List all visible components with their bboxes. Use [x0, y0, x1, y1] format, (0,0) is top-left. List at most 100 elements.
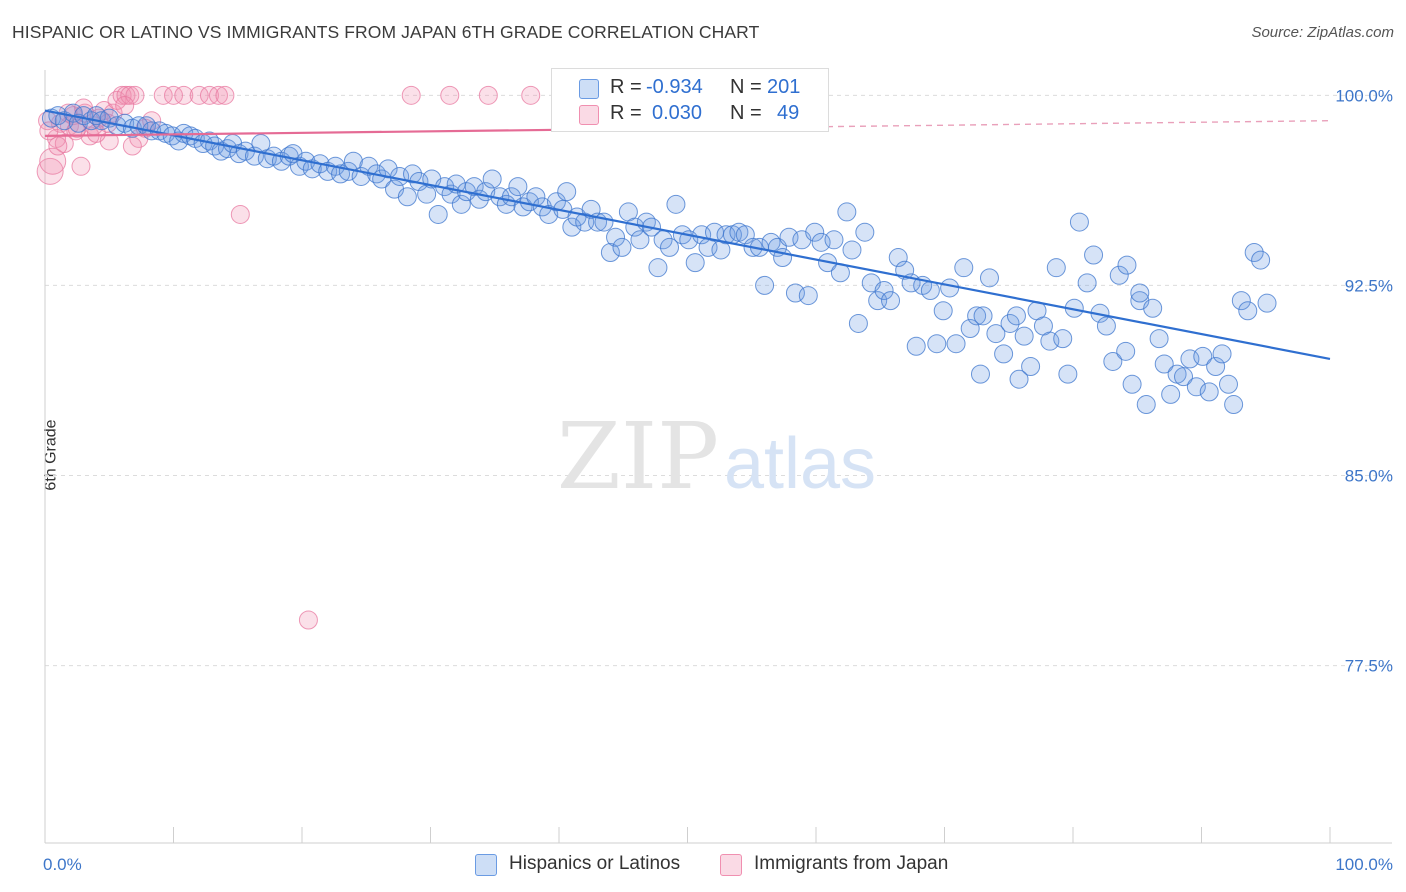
- n-value: 201: [767, 76, 801, 98]
- series-hispanics-or-latinos: [41, 103, 1277, 415]
- data-point-hispanic: [1257, 293, 1277, 313]
- data-point-hispanic: [920, 280, 940, 300]
- r-value: 0.030: [652, 102, 703, 124]
- data-point-hispanic: [508, 177, 528, 197]
- grid-lines: [45, 94, 1392, 667]
- data-point-japan: [120, 85, 140, 105]
- data-point-hispanic: [606, 227, 626, 247]
- data-point-japan: [478, 85, 498, 105]
- data-point-hispanic: [546, 192, 566, 212]
- data-point-hispanic: [855, 222, 875, 242]
- data-point-hispanic: [837, 202, 857, 222]
- x-tick-label: 0.0%: [43, 855, 82, 874]
- data-point-hispanic: [600, 242, 620, 262]
- data-point-hispanic: [630, 230, 650, 250]
- data-point-hispanic: [881, 291, 901, 311]
- data-point-hispanic: [464, 177, 484, 197]
- watermark: ZIP atlas: [557, 403, 876, 510]
- chart-title: HISPANIC OR LATINO VS IMMIGRANTS FROM JA…: [12, 22, 760, 42]
- data-point-hispanic: [1014, 326, 1034, 346]
- data-point-japan: [122, 136, 142, 156]
- data-point-hispanic: [1122, 374, 1142, 394]
- data-point-japan: [36, 157, 64, 185]
- data-point-hispanic: [906, 336, 926, 356]
- data-point-hispanic: [970, 364, 990, 384]
- data-point-hispanic: [648, 258, 668, 278]
- data-point-hispanic: [1193, 346, 1213, 366]
- axes: [44, 70, 1392, 844]
- data-point-japan: [153, 85, 173, 105]
- stats-legend: R = -0.934 N = 201 R = 0.030 N = 49: [551, 68, 829, 132]
- data-point-japan: [521, 85, 541, 105]
- watermark-atlas: atlas: [724, 424, 876, 504]
- data-point-hispanic: [1206, 357, 1226, 377]
- data-point-hispanic: [1143, 298, 1163, 318]
- data-point-hispanic: [888, 248, 908, 268]
- n-value: 49: [777, 102, 800, 124]
- legend-swatch-hispanic: [579, 79, 599, 99]
- data-point-hispanic: [1084, 245, 1104, 265]
- data-point-hispanic: [1058, 364, 1078, 384]
- data-point-hispanic: [1053, 329, 1073, 349]
- data-point-hispanic: [1199, 382, 1219, 402]
- watermark-zip: ZIP: [557, 403, 719, 510]
- data-point-hispanic: [805, 222, 825, 242]
- data-point-hispanic: [685, 253, 705, 273]
- data-point-hispanic: [482, 169, 502, 189]
- data-point-japan: [189, 85, 209, 105]
- data-point-japan: [48, 136, 68, 156]
- trend-lines: [44, 109, 1331, 361]
- data-point-japan: [115, 95, 135, 115]
- data-point-hispanic: [967, 306, 987, 326]
- data-point-hispanic: [940, 278, 960, 298]
- data-point-hispanic: [933, 301, 953, 321]
- data-point-japan: [71, 156, 91, 176]
- data-point-hispanic: [1244, 242, 1264, 262]
- data-point-hispanic: [1251, 250, 1271, 270]
- data-point-hispanic: [1218, 374, 1238, 394]
- y-tick-label: 100.0%: [1335, 86, 1393, 105]
- data-point-hispanic: [359, 156, 379, 176]
- data-point-hispanic: [946, 334, 966, 354]
- data-point-hispanic: [1077, 273, 1097, 293]
- y-tick-label: 92.5%: [1345, 276, 1393, 295]
- trend-line-hispanic: [44, 109, 1331, 361]
- data-point-japan: [208, 85, 228, 105]
- data-point-hispanic: [1149, 329, 1169, 349]
- y-tick-label: 85.0%: [1345, 467, 1393, 486]
- data-point-hispanic: [960, 319, 980, 339]
- data-point-hispanic: [403, 164, 423, 184]
- data-point-hispanic: [1224, 395, 1244, 415]
- data-point-hispanic: [1096, 316, 1116, 336]
- data-point-hispanic: [755, 275, 775, 295]
- stats-legend-row-japan: R = 0.030 N = 49: [552, 99, 828, 129]
- data-point-hispanic: [1103, 351, 1123, 371]
- data-point-hispanic: [594, 212, 614, 232]
- data-point-hispanic: [1021, 357, 1041, 377]
- data-point-japan: [230, 204, 250, 224]
- data-point-hispanic: [927, 334, 947, 354]
- n-label: N =: [730, 102, 762, 124]
- data-point-japan: [298, 610, 318, 630]
- data-point-hispanic: [666, 194, 686, 214]
- data-point-japan: [440, 85, 460, 105]
- data-point-hispanic: [660, 237, 680, 257]
- trend-line-japan-extension: [815, 119, 1331, 128]
- r-label: R =: [610, 102, 642, 124]
- data-point-hispanic: [848, 313, 868, 333]
- tick-labels: 77.5% 85.0% 92.5% 100.0% 0.0% 100.0%: [43, 86, 1393, 874]
- data-point-japan: [142, 111, 162, 131]
- data-point-hispanic: [895, 260, 915, 280]
- legend-swatch-hispanics: [475, 854, 497, 876]
- chart-source: Source: ZipAtlas.com: [1251, 24, 1394, 41]
- data-point-japan: [401, 85, 421, 105]
- data-point-hispanic: [1186, 377, 1206, 397]
- data-point-japan: [125, 85, 145, 105]
- data-point-hispanic: [1161, 384, 1181, 404]
- y-tick-label: 77.5%: [1345, 657, 1393, 676]
- data-point-hispanic: [557, 182, 577, 202]
- data-point-hispanic: [1009, 369, 1029, 389]
- x-tick-label: 100.0%: [1335, 855, 1393, 874]
- data-point-hispanic: [562, 217, 582, 237]
